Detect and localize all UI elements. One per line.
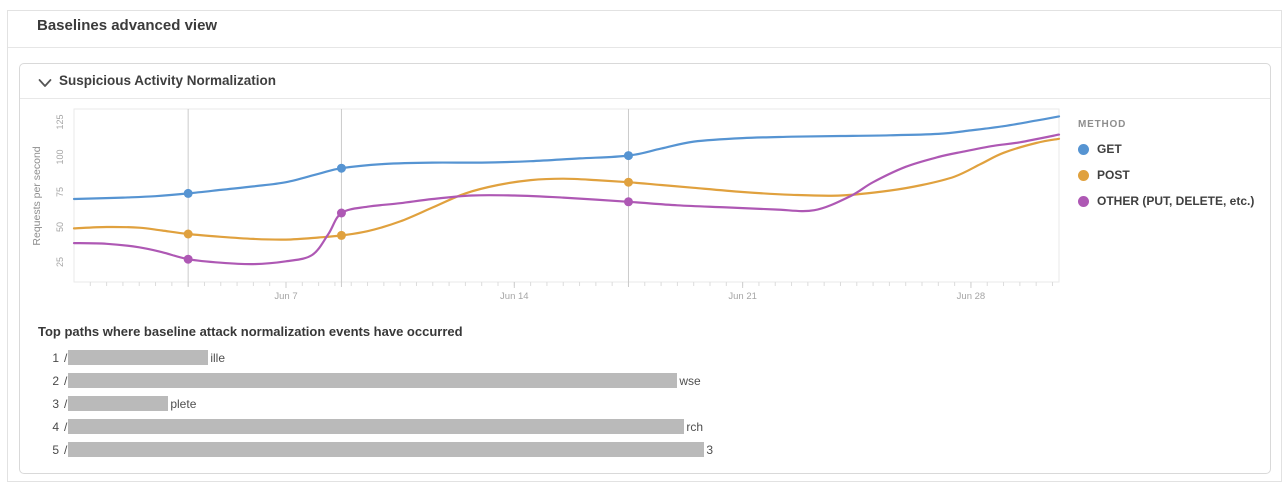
y-tick-label: 50 (55, 222, 65, 232)
x-tick-label: Jun 28 (957, 291, 986, 302)
chart-area: Jun 7 Jun 14 Jun 21 Jun 28 25 50 75 100 125 Reque… (20, 100, 1270, 316)
event-dot[interactable] (336, 230, 346, 240)
legend-item-other[interactable]: OTHER (PUT, DELETE, etc.) (1078, 194, 1268, 208)
y-tick-label: 25 (55, 257, 65, 267)
legend-label-post: POST (1097, 168, 1130, 182)
event-dot[interactable] (183, 188, 193, 198)
path-suffix: wse (679, 373, 701, 388)
path-prefix: / (64, 419, 68, 434)
path-rank: 2 (52, 373, 59, 388)
y-tick-label: 75 (55, 187, 65, 197)
redacted-path-bar (68, 419, 685, 434)
path-rank: 1 (52, 350, 59, 365)
path-rank: 5 (52, 442, 59, 457)
path-prefix: / (64, 373, 68, 388)
path-prefix: / (64, 442, 68, 457)
redacted-path-bar (68, 350, 209, 365)
requests-line-chart[interactable]: Jun 7 Jun 14 Jun 21 Jun 28 25 50 75 100 125 Reque… (24, 102, 1074, 314)
path-rank: 4 (52, 419, 59, 434)
series-line[interactable] (72, 133, 1061, 266)
path-row: 1 / ille (38, 350, 1138, 365)
legend-item-post[interactable]: POST (1078, 168, 1268, 182)
legend-label-other: OTHER (PUT, DELETE, etc.) (1097, 194, 1255, 208)
path-prefix: / (64, 396, 68, 411)
plot-border (73, 108, 1060, 283)
get-series-dot-icon (1078, 143, 1089, 155)
event-dot[interactable] (623, 197, 633, 207)
path-row: 3 / plete (38, 396, 1138, 411)
x-tick-label: Jun 14 (500, 291, 529, 302)
event-dot[interactable] (183, 229, 193, 239)
path-row: 5 / 3 (38, 442, 1138, 457)
other-series-dot-icon (1078, 195, 1089, 207)
section-title: Suspicious Activity Normalization (59, 73, 277, 88)
top-paths-section: Top paths where baseline attack normaliz… (38, 324, 1138, 465)
y-tick-label: 125 (55, 114, 65, 129)
legend-item-get[interactable]: GET (1078, 142, 1268, 156)
post-series-dot-icon (1078, 169, 1089, 181)
page-title: Baselines advanced view (37, 17, 218, 34)
series-line[interactable] (72, 115, 1061, 201)
event-dot[interactable] (623, 177, 633, 187)
redacted-path-bar (68, 442, 705, 457)
title-divider (8, 47, 1281, 48)
path-rank: 3 (52, 396, 59, 411)
event-dot[interactable] (336, 208, 346, 218)
legend-label-get: GET (1097, 142, 1122, 156)
redacted-path-bar (68, 396, 169, 411)
x-tick-label: Jun 7 (274, 291, 297, 302)
path-row: 2 / wse (38, 373, 1138, 388)
x-tick-label: Jun 21 (728, 291, 757, 302)
path-suffix: 3 (706, 442, 714, 457)
path-suffix: rch (686, 419, 704, 434)
baselines-panel: Baselines advanced view Suspicious Activ… (7, 10, 1282, 482)
event-dot[interactable] (336, 163, 346, 173)
path-suffix: ille (210, 350, 226, 365)
event-dot[interactable] (623, 151, 633, 161)
top-paths-heading: Top paths where baseline attack normaliz… (38, 324, 463, 339)
path-row: 4 / rch (38, 419, 1138, 434)
y-tick-label: 100 (55, 149, 65, 164)
chevron-down-icon[interactable] (38, 75, 52, 87)
legend-title: METHOD (1078, 119, 1127, 130)
path-suffix: plete (170, 396, 197, 411)
path-prefix: / (64, 350, 68, 365)
chart-legend: METHOD GET POST OTHER (PUT, DELETE, etc.… (1078, 119, 1268, 220)
event-dot[interactable] (183, 254, 193, 264)
redacted-path-bar (68, 373, 678, 388)
series-line[interactable] (72, 137, 1061, 241)
section-header[interactable]: Suspicious Activity Normalization (20, 64, 1270, 99)
y-axis-label: Requests per second (31, 146, 43, 245)
